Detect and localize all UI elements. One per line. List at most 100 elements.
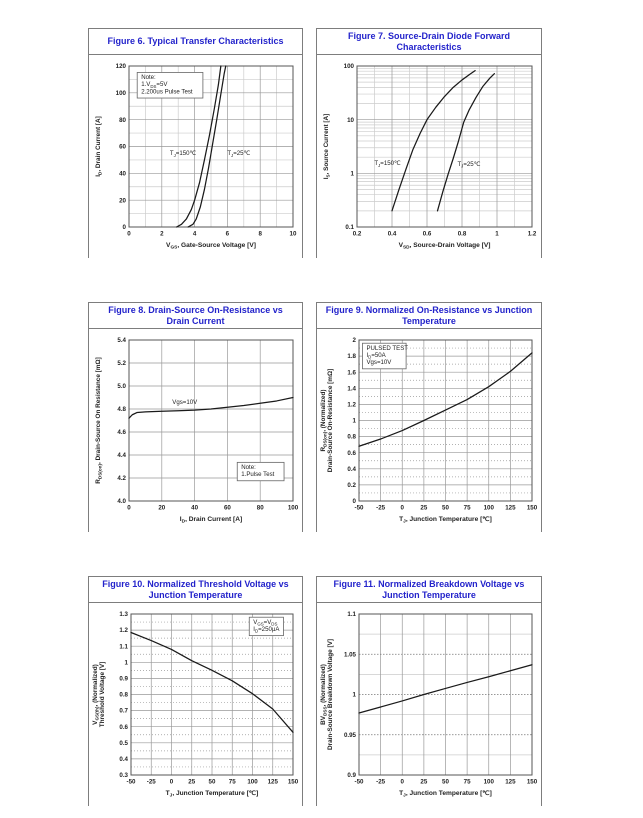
figure-9-chart: -50 -25 0 25 50 75 100 125 150 0 0.2 0.4 0.6 0.8 1 1.2 1…	[317, 329, 541, 536]
svg-text:1: 1	[495, 231, 499, 238]
svg-text:1.2: 1.2	[347, 402, 356, 409]
svg-text:100: 100	[247, 779, 258, 786]
svg-text:4.4: 4.4	[117, 452, 126, 459]
svg-text:0: 0	[353, 498, 357, 505]
fig11-series	[358, 664, 533, 714]
svg-text:0: 0	[127, 231, 131, 238]
fig6-series	[187, 65, 227, 228]
fig6-series	[175, 65, 222, 228]
svg-text:1.8: 1.8	[347, 353, 356, 360]
figure-8-panel: Figure 8. Drain-Source On-Resistance vs …	[88, 302, 303, 536]
svg-text:1.2: 1.2	[119, 627, 128, 634]
svg-text:TJ=25℃: TJ=25℃	[227, 150, 250, 158]
svg-text:25: 25	[188, 779, 195, 786]
svg-text:0.1: 0.1	[345, 224, 354, 231]
figure-6-chart: 0 2 4 6 8 10 0 20 40 60 80 100 120 VGS, Gate-Source V…	[89, 55, 302, 262]
svg-text:0: 0	[401, 505, 405, 512]
svg-text:150: 150	[527, 779, 538, 786]
svg-text:Vgs=10V: Vgs=10V	[172, 399, 198, 406]
svg-text:25: 25	[420, 505, 427, 512]
svg-text:TJ, Junction Temperature [℃]: TJ, Junction Temperature [℃]	[166, 789, 259, 799]
fig7-series	[391, 70, 476, 212]
svg-text:Vgs=10V: Vgs=10V	[366, 359, 392, 366]
svg-text:0.7: 0.7	[119, 708, 128, 715]
fig7-series	[436, 73, 496, 212]
svg-text:1.1: 1.1	[347, 611, 356, 618]
svg-text:125: 125	[268, 779, 279, 786]
svg-text:40: 40	[119, 170, 126, 177]
svg-text:1.6: 1.6	[347, 369, 356, 376]
svg-text:20: 20	[119, 197, 126, 204]
svg-text:75: 75	[464, 779, 471, 786]
figure-7-title: Figure 7. Source-Drain Diode Forward Cha…	[317, 29, 541, 55]
svg-text:4: 4	[193, 231, 197, 238]
svg-text:Note:: Note:	[141, 74, 156, 81]
figure-6-title: Figure 6. Typical Transfer Characteristi…	[89, 29, 302, 55]
fig7-canvas: 0.2 0.4 0.6 0.8 1 1.2 0.1 1 10 100 VSD, Source-Dra…	[323, 63, 537, 251]
svg-text:IS, Source Current [A]: IS, Source Current [A]	[323, 114, 331, 180]
svg-text:1: 1	[353, 418, 357, 425]
svg-text:0.6: 0.6	[347, 450, 356, 457]
svg-text:100: 100	[288, 505, 299, 512]
svg-text:8: 8	[258, 231, 262, 238]
svg-text:4.0: 4.0	[117, 498, 126, 505]
svg-text:20: 20	[158, 505, 165, 512]
figure-grid: Figure 6. Typical Transfer Characteristi…	[88, 28, 542, 810]
svg-text:50: 50	[442, 505, 449, 512]
svg-text:0: 0	[170, 779, 174, 786]
svg-text:0.2: 0.2	[353, 231, 362, 238]
svg-text:75: 75	[464, 505, 471, 512]
svg-text:10: 10	[290, 231, 297, 238]
svg-text:50: 50	[442, 779, 449, 786]
svg-text:120: 120	[116, 63, 127, 70]
svg-text:TJ=150℃: TJ=150℃	[170, 150, 197, 158]
svg-text:0: 0	[401, 779, 405, 786]
svg-text:TJ=25℃: TJ=25℃	[457, 161, 480, 169]
svg-text:0.95: 0.95	[344, 732, 357, 739]
svg-text:4.6: 4.6	[117, 429, 126, 436]
svg-text:TJ, Junction Temperature [℃]: TJ, Junction Temperature [℃]	[399, 515, 492, 525]
svg-text:-50: -50	[127, 779, 137, 786]
svg-text:1: 1	[353, 692, 357, 699]
svg-text:1: 1	[351, 170, 355, 177]
svg-text:ID, Drain Current [A]: ID, Drain Current [A]	[95, 116, 103, 177]
svg-text:60: 60	[119, 144, 126, 151]
figure-10-chart: -50 -25 0 25 50 75 100 125 150 0.3 0.4 0.5 0.6 0.7 0.8…	[89, 603, 302, 810]
svg-text:1.Pulse Test: 1.Pulse Test	[241, 471, 274, 478]
figure-10-title: Figure 10. Normalized Threshold Voltage …	[89, 577, 302, 603]
svg-text:0.4: 0.4	[388, 231, 397, 238]
svg-text:0: 0	[127, 505, 131, 512]
svg-text:0.8: 0.8	[119, 692, 128, 699]
svg-text:VGS(th), (Normalized): VGS(th), (Normalized)	[92, 664, 100, 725]
fig10-canvas: -50 -25 0 25 50 75 100 125 150 0.3 0.4 0.5 0.6 0.7 0.8…	[92, 611, 299, 799]
svg-text:1.1: 1.1	[119, 643, 128, 650]
svg-text:Threshold Voltage [V]: Threshold Voltage [V]	[99, 662, 106, 728]
svg-text:-25: -25	[376, 505, 386, 512]
svg-text:100: 100	[484, 505, 495, 512]
svg-text:-50: -50	[355, 779, 365, 786]
svg-text:0.6: 0.6	[119, 724, 128, 731]
svg-text:ID=250μA: ID=250μA	[253, 626, 280, 634]
svg-text:Note:: Note:	[241, 464, 256, 471]
svg-text:0.9: 0.9	[119, 676, 128, 683]
svg-text:0: 0	[123, 224, 127, 231]
svg-text:1.VDS=5V: 1.VDS=5V	[141, 81, 168, 89]
svg-text:150: 150	[288, 779, 299, 786]
svg-text:TJ=150℃: TJ=150℃	[374, 160, 401, 168]
svg-text:4.8: 4.8	[117, 406, 126, 413]
figure-6-panel: Figure 6. Typical Transfer Characteristi…	[88, 28, 303, 262]
svg-text:0.4: 0.4	[119, 756, 128, 763]
svg-text:150: 150	[527, 505, 538, 512]
svg-text:0.5: 0.5	[119, 740, 128, 747]
figure-7-chart: 0.2 0.4 0.6 0.8 1 1.2 0.1 1 10 100 VSD, Source-Dra…	[317, 55, 541, 262]
svg-text:1.2: 1.2	[528, 231, 537, 238]
fig8-canvas: 0 20 40 60 80 100 4.0 4.2 4.4 4.6 4.8 5.0 5.2 5.4 ID, …	[95, 337, 299, 525]
svg-text:0.2: 0.2	[347, 482, 356, 489]
svg-text:2: 2	[353, 337, 357, 344]
svg-text:0.4: 0.4	[347, 466, 356, 473]
svg-text:Drain-Source On-Resistance [mΩ: Drain-Source On-Resistance [mΩ]	[327, 369, 334, 473]
svg-text:ID=50A: ID=50A	[366, 352, 386, 360]
svg-text:-25: -25	[376, 779, 386, 786]
figure-7-panel: Figure 7. Source-Drain Diode Forward Cha…	[316, 28, 542, 262]
